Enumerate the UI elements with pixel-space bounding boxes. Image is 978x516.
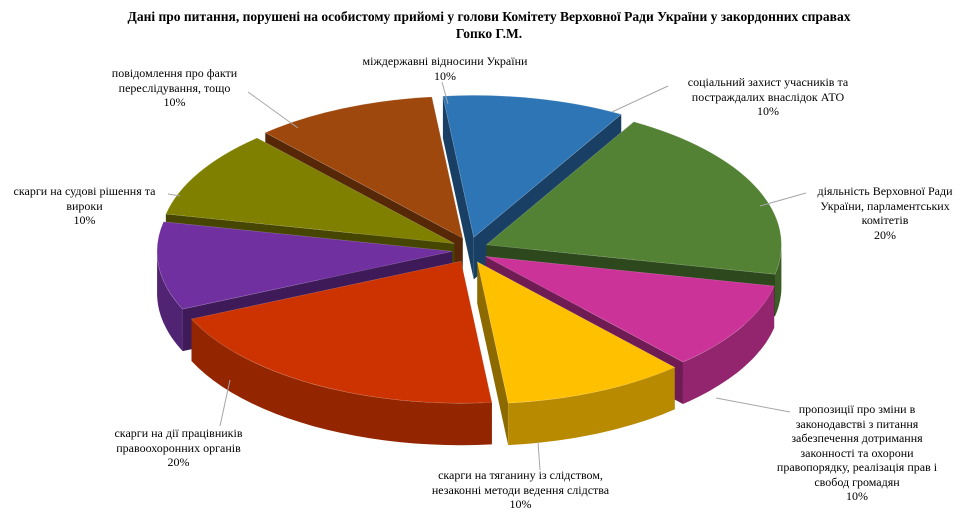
- slice-4-outer-wall: [191, 319, 492, 446]
- leader-line-4: [219, 379, 231, 427]
- slice-2-outer-wall: [683, 286, 775, 404]
- slice-0-cut-face: [442, 96, 474, 280]
- chart-title-line-1: Дані про питання, порушені на особистому…: [127, 9, 851, 24]
- pie-slice-7: [264, 96, 464, 239]
- slice-label-7: міждержавні відносини України 10%: [362, 54, 528, 83]
- chart-title-line-2: Гопко Г.М.: [455, 26, 523, 41]
- leader-line-1: [759, 192, 807, 207]
- pie-slice-3: [476, 261, 676, 404]
- leader-line-0: [611, 85, 669, 113]
- leader-line-6: [247, 91, 299, 129]
- pie-slice-0: [442, 95, 622, 238]
- slice-3-cut-face: [477, 261, 509, 446]
- slice-label-1: діяльність Верховної Ради України, парла…: [817, 184, 953, 242]
- leader-line-7: [441, 81, 449, 105]
- pie-slice-2: [485, 256, 775, 363]
- pie-slice-5: [156, 221, 453, 310]
- leader-line-2: [715, 397, 791, 413]
- pie-slice-4: [190, 260, 493, 404]
- leader-line-5: [167, 193, 181, 197]
- leader-line-3: [537, 441, 541, 471]
- slice-5-outer-wall: [157, 251, 183, 352]
- slice-label-5: скарги на судові рішення та вироки 10%: [13, 184, 156, 227]
- slice-label-0: соціальний захист учасників та постражда…: [687, 75, 849, 118]
- pie-slice-1: [485, 121, 782, 275]
- slice-3-outer-wall: [508, 367, 675, 446]
- slice-label-4: скарги на дії працівників правоохоронних…: [114, 426, 243, 469]
- slice-label-6: повідомлення про факти переслідування, т…: [111, 66, 238, 109]
- chart-title: Дані про питання, порушені на особистому…: [0, 8, 978, 42]
- slice-label-3: скарги на тяганину із слідством, незакон…: [431, 468, 610, 511]
- slice-1-outer-wall: [775, 244, 782, 317]
- pie-slice-6: [165, 137, 455, 244]
- slice-label-2: пропозиції про зміни в законодавстві з п…: [776, 402, 938, 503]
